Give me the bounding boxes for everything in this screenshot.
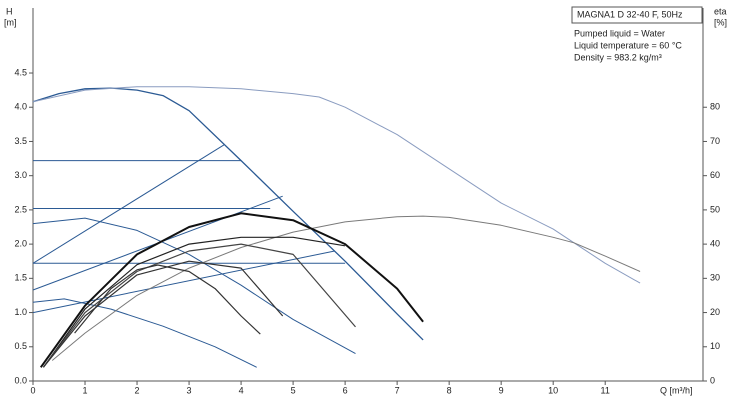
x-tick-label: 6 (343, 385, 348, 395)
y-tick-label: 4.0 (14, 102, 27, 112)
annotation: Pumped liquid = Water (574, 28, 665, 38)
y-tick-label: 2.0 (14, 238, 27, 248)
curve (74, 264, 261, 335)
y-tick-label: 1.0 (14, 307, 27, 317)
x-tick-label: 0 (30, 385, 35, 395)
y2-tick-label: 80 (710, 102, 720, 112)
x-tick-label: 4 (239, 385, 244, 395)
y2-tick-label: 30 (710, 273, 720, 283)
y2-tick-label: 0 (710, 375, 715, 385)
curve (51, 215, 641, 361)
x-tick-label: 2 (135, 385, 140, 395)
y2-tick-label: 60 (710, 170, 720, 180)
y2-tick-label: 50 (710, 204, 720, 214)
curve (32, 86, 641, 284)
x-tick-label: 5 (291, 385, 296, 395)
y2-axis-label: [%] (714, 17, 727, 27)
annotation: Liquid temperature = 60 °C (574, 40, 682, 50)
y2-tick-label: 70 (710, 136, 720, 146)
x-tick-label: 10 (548, 385, 558, 395)
x-tick-label: 7 (395, 385, 400, 395)
x-tick-label: 11 (601, 385, 610, 395)
annotation: Density = 983.2 kg/m³ (574, 52, 662, 62)
legend-box (571, 6, 703, 24)
y-tick-label: 2.5 (14, 204, 27, 214)
y-tick-label: 0.5 (14, 341, 27, 351)
curve (32, 217, 356, 355)
curve (32, 87, 424, 341)
y-axis-label: [m] (4, 17, 17, 27)
y2-axis-label: eta (714, 6, 727, 16)
curve (42, 260, 284, 368)
y2-tick-label: 20 (710, 307, 720, 317)
curve (42, 243, 356, 368)
y2-tick-label: 10 (710, 341, 720, 351)
y-tick-label: 1.5 (14, 273, 27, 283)
curve (39, 212, 424, 368)
y2-tick-label: 40 (710, 238, 720, 248)
curve (32, 250, 335, 314)
x-axis-label: Q [m³/h] (660, 385, 693, 395)
y-tick-label: 3.0 (14, 170, 27, 180)
x-tick-label: 8 (447, 385, 452, 395)
y-axis-label: H (6, 6, 13, 16)
y-tick-label: 0.0 (14, 375, 27, 385)
y-tick-label: 3.5 (14, 136, 27, 146)
x-tick-label: 9 (499, 385, 504, 395)
curve (32, 144, 225, 264)
x-tick-label: 1 (83, 385, 88, 395)
curve (32, 298, 257, 368)
curve (42, 236, 346, 368)
x-tick-label: 3 (187, 385, 192, 395)
chart-title: MAGNA1 D 32-40 F, 50Hz (577, 9, 683, 19)
y-tick-label: 4.5 (14, 67, 27, 77)
